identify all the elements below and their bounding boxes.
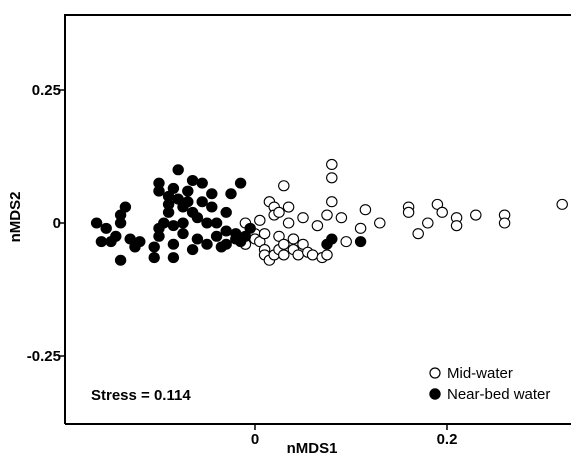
near-bed-water-point [167, 238, 180, 250]
mid-water-point [450, 220, 463, 232]
near-bed-water-point [196, 196, 208, 208]
y-axis-title: nMDS2 [7, 192, 24, 243]
mid-water-point [311, 220, 324, 232]
mid-water-point [282, 217, 295, 229]
y-ticks: 0.25 0 -0.25 [27, 82, 65, 365]
near-bed-water-point [95, 236, 108, 248]
x-axis-title: nMDS1 [287, 440, 338, 457]
mid-water-point [278, 180, 290, 192]
legend-label-mid-water: Mid-water [447, 365, 513, 382]
legend-marker-mid-water [429, 367, 441, 379]
mid-water-point [258, 228, 271, 240]
near-bed-water-point [172, 164, 184, 176]
near-bed-water-point [220, 238, 232, 250]
near-bed-water-point [354, 236, 367, 248]
near-bed-water-point [201, 217, 213, 229]
mid-water-point [402, 206, 415, 218]
near-bed-water-point [148, 241, 160, 253]
near-bed-water-point [110, 230, 122, 242]
near-bed-water-point [220, 225, 232, 237]
near-bed-water-point [186, 244, 199, 256]
mid-water-point [321, 249, 333, 261]
near-bed-water-point [167, 182, 180, 194]
near-bed-water-point [158, 217, 170, 229]
near-bed-water-point [230, 233, 242, 245]
near-bed-water-point [244, 222, 256, 234]
near-bed-water-point [191, 233, 204, 245]
mid-water-point [326, 158, 338, 171]
near-bed-water-point [100, 222, 112, 234]
near-bed-water-point [196, 177, 208, 189]
mid-water-point [422, 217, 434, 229]
mid-water-point [436, 206, 448, 218]
near-bed-water-point [167, 252, 180, 264]
near-bed-water-point [206, 188, 218, 200]
mid-water-point [326, 196, 338, 208]
near-bed-water-point [119, 201, 132, 213]
near-bed-water-point [90, 217, 103, 229]
x-tick-label: 0 [251, 431, 259, 448]
mid-water-point [278, 238, 290, 250]
mid-water-point [359, 204, 372, 216]
near-bed-water-point [234, 177, 247, 189]
mid-water-point [340, 236, 352, 248]
mid-water-point [374, 217, 386, 229]
near-bed-water-point [182, 185, 194, 197]
mid-water-point [292, 249, 304, 261]
mid-water-point [556, 198, 568, 210]
stress-annotation: Stress = 0.114 [91, 387, 191, 404]
mid-water-point [498, 217, 511, 229]
y-tick-label: -0.25 [27, 348, 61, 365]
mid-water-point [412, 228, 424, 240]
legend-marker-near-bed-water [429, 388, 441, 400]
near-bed-water-point [167, 220, 180, 232]
plot-frame [64, 14, 571, 425]
mid-water-point [306, 249, 319, 261]
near-bed-water-point [134, 236, 146, 248]
near-bed-water-point [191, 212, 204, 224]
x-tick-label: 0.2 [437, 431, 458, 448]
mid-water-point [282, 201, 295, 213]
near-bed-water-point [201, 238, 213, 250]
near-bed-water-point [225, 188, 237, 200]
near-bed-water-point [186, 174, 199, 186]
mid-water-point [287, 233, 300, 245]
mid-water-point [354, 222, 367, 234]
mid-water-point [326, 172, 338, 184]
mid-water-point [254, 214, 266, 226]
near-bed-water-point [210, 230, 223, 242]
near-bed-water-point [326, 233, 338, 245]
mid-water-point [297, 212, 309, 224]
near-bed-water-point [162, 206, 175, 218]
near-bed-water-point [148, 252, 160, 264]
near-bed-water-point [177, 217, 189, 229]
legend: Mid-water Near-bed water [429, 365, 550, 403]
x-ticks: 0 0.2 [251, 424, 458, 448]
y-tick-label: 0.25 [32, 82, 61, 99]
near-bed-water-point [220, 206, 232, 218]
mid-water-point [470, 209, 482, 221]
near-bed-water-point [206, 201, 218, 213]
mid-water-point [335, 212, 348, 224]
legend-label-near-bed-water: Near-bed water [447, 386, 550, 403]
near-bed-water-point [210, 217, 223, 229]
near-bed-water-point [153, 185, 165, 197]
data-points [90, 158, 568, 266]
near-bed-water-point [114, 254, 127, 266]
y-tick-label: 0 [53, 215, 61, 232]
mid-water-point [278, 249, 290, 261]
mid-water-point [321, 209, 333, 221]
near-bed-water-point [182, 196, 194, 208]
mid-water-point [273, 206, 285, 218]
near-bed-water-point [177, 228, 189, 240]
